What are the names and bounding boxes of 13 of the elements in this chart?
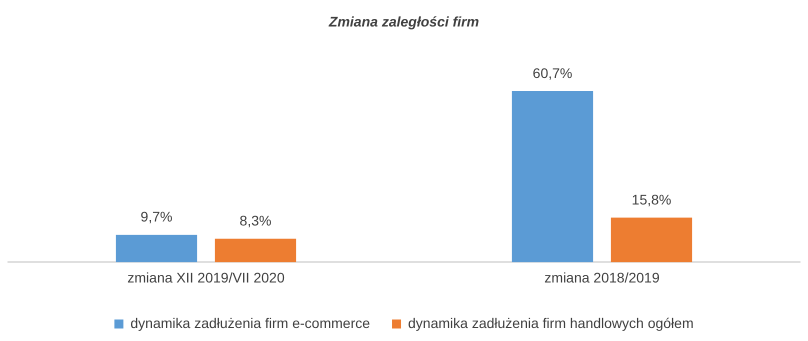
data-label: 8,3%	[240, 212, 272, 229]
legend-label: dynamika zadłużenia firm handlowych ogółem	[408, 314, 694, 331]
data-label: 15,8%	[632, 192, 672, 208]
x-tick-label: zmiana XII 2019/VII 2020	[127, 269, 285, 286]
bar	[610, 218, 692, 262]
data-label: 9,7%	[140, 208, 172, 225]
data-label: 60,7%	[532, 64, 572, 81]
bar	[512, 91, 594, 262]
legend-label: dynamika zadłużenia firm e-commerce	[130, 314, 370, 331]
chart-title: Zmiana zaległości firm	[328, 13, 480, 30]
x-tick-label: zmiana 2018/2019	[544, 269, 660, 286]
bar	[214, 238, 296, 262]
bar	[116, 234, 198, 262]
